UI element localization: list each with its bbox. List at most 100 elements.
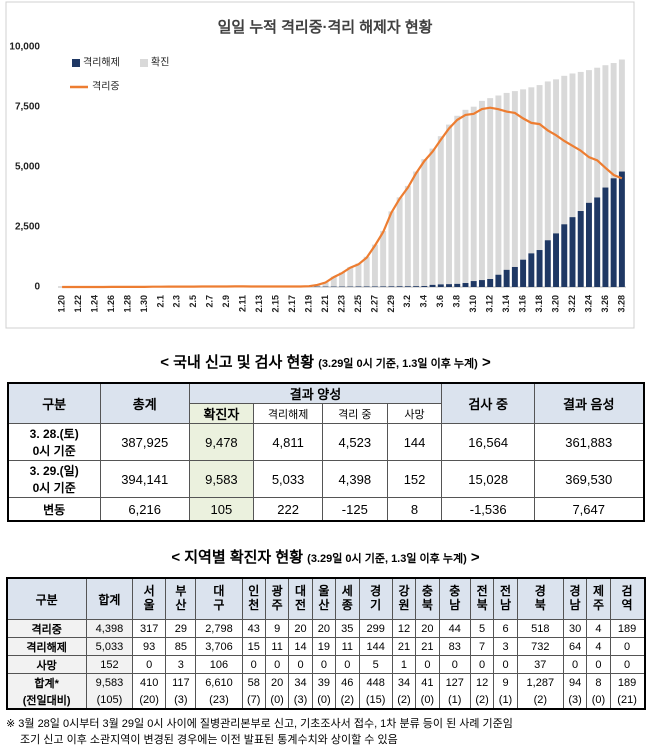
x-tick-label: 2.1	[155, 295, 165, 308]
cell: 94	[562, 673, 588, 691]
x-tick-label: 1.22	[73, 295, 83, 313]
cell: 4,398	[85, 619, 134, 638]
cell: 0	[264, 655, 290, 674]
bar	[421, 159, 428, 287]
x-tick-label: 3.24	[583, 295, 593, 313]
cell: 0	[562, 655, 588, 674]
header: 검역	[609, 577, 646, 620]
cell: 0	[311, 655, 337, 674]
bar	[553, 79, 559, 288]
bar	[528, 87, 535, 287]
cell: 5	[469, 619, 495, 638]
header: 격리해제	[253, 403, 323, 424]
bar	[594, 197, 601, 287]
cell: 361,883	[533, 423, 645, 461]
bar	[380, 230, 387, 287]
bar	[594, 67, 601, 287]
row: 합계* 9,583 410 117 6,610 58 20 34 39 46 448 34 41 127 1…	[6, 673, 646, 691]
cell: (7)	[241, 691, 266, 710]
x-tick-label: 3.8	[452, 295, 462, 308]
cell: 117	[165, 673, 197, 691]
cell: 15,028	[441, 460, 535, 498]
cell: 9,583	[188, 460, 255, 498]
cell: 317	[132, 619, 167, 638]
bar	[446, 124, 452, 287]
header: 전북	[469, 577, 495, 620]
bar	[585, 202, 592, 287]
legend-swatch	[72, 59, 80, 67]
cell: 3	[165, 655, 197, 674]
header-row: 구분 합계 서울 부산 대구 인천 광주 대전 울산 세종 경기 강원 충북 충남 전북 전남 경북 경남 제주 검역	[6, 577, 646, 620]
row: 3. 29.(일) 0시 기준 394,141 9,583 5,033 4,398 152 1…	[7, 460, 645, 498]
x-tick-label: 3.22	[567, 295, 577, 313]
cell: 11	[335, 637, 360, 656]
cell: 0	[415, 655, 440, 674]
bar	[330, 276, 337, 287]
region: 경기	[370, 584, 382, 612]
bar	[437, 284, 444, 287]
legend-label: 확진	[151, 57, 169, 69]
label-line: 3. 29.(일)	[29, 464, 79, 478]
region: 전북	[476, 584, 488, 612]
cell: (0)	[586, 691, 611, 710]
cell: (20)	[132, 691, 167, 710]
cell: 12	[391, 619, 417, 638]
bar	[585, 70, 592, 287]
row-label: 3. 28.(토) 0시 기준	[7, 423, 101, 461]
legend-label: 격리중	[92, 80, 120, 93]
cell: 21	[391, 637, 417, 656]
bar	[511, 91, 518, 287]
cell: 20	[415, 619, 440, 638]
bar	[421, 286, 428, 287]
y-tick-label: 2,500	[15, 222, 40, 233]
title-end: >	[481, 354, 491, 371]
cell: 85	[165, 637, 197, 656]
cell: 0	[493, 655, 518, 674]
cell: 20	[264, 673, 290, 691]
cell: 39	[311, 673, 337, 691]
header: 충북	[415, 577, 440, 620]
title: < 지역별 확진자 현황	[171, 549, 303, 566]
bar	[478, 100, 485, 287]
region: 서울	[143, 584, 155, 612]
bar	[470, 106, 477, 287]
cell: 20	[311, 619, 337, 638]
label-line: 0시 기준	[32, 444, 76, 458]
x-tick-label: 3.12	[485, 295, 495, 313]
region: 경북	[534, 584, 546, 612]
bar	[347, 267, 354, 287]
row-label: 변동	[7, 497, 101, 522]
row: 격리해제 5,033 93 85 3,706 15 11 14 19 11 144 21 21 83 7 3 7…	[6, 637, 646, 656]
bar	[429, 284, 436, 287]
x-tick-label: 2.5	[188, 295, 198, 308]
row-label: 3. 29.(일) 0시 기준	[7, 460, 101, 498]
bar	[569, 217, 576, 287]
bar	[577, 211, 584, 287]
cell: 0	[609, 655, 646, 674]
x-tick-label: 1.20	[56, 295, 66, 313]
region: 대전	[294, 584, 307, 612]
x-tick-label: 3.16	[517, 295, 527, 313]
cell: 448	[358, 673, 393, 691]
bar	[339, 272, 345, 287]
header: 부산	[165, 577, 197, 620]
bar	[561, 75, 568, 287]
cell: (23)	[195, 691, 243, 710]
region: 경남	[569, 584, 581, 612]
cell: 14	[288, 637, 313, 656]
cell: 0	[132, 655, 167, 674]
table1-title: < 국내 신고 및 검사 현황 (3.29일 0시 기준, 1.3일 이후 누계…	[0, 351, 651, 372]
cell: 299	[358, 619, 393, 638]
cell: (1)	[493, 691, 518, 710]
header: 광주	[264, 577, 290, 620]
bar	[413, 286, 420, 287]
bar	[396, 286, 403, 287]
row: 변동 6,216 105 222 -125 8 -1,536 7,647	[7, 497, 645, 522]
row: 격리중 4,398 317 29 2,798 43 9 20 20 35 299 12 20 44 5 6 51…	[6, 619, 646, 638]
cell: (2)	[469, 691, 495, 710]
cell: -1,536	[441, 497, 535, 522]
bar	[371, 286, 378, 287]
header: 경북	[516, 577, 564, 620]
title-end: >	[470, 549, 480, 566]
y-tick-label: 5,000	[15, 162, 40, 173]
